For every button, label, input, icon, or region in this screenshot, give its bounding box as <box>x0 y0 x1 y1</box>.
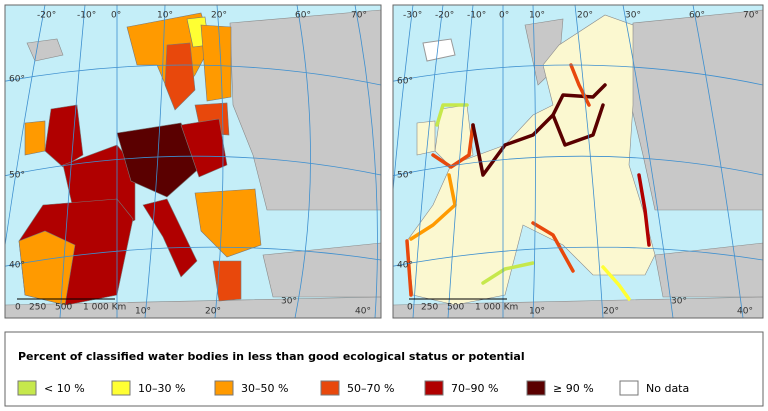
coast <box>551 83 607 117</box>
frame <box>392 4 764 319</box>
graticule-label: -10° <box>467 11 486 21</box>
graticule-label: 70° <box>351 11 367 21</box>
coast <box>431 123 475 169</box>
graticule-label: 20° <box>205 307 221 317</box>
scale-label: 1 000 Km <box>475 303 518 313</box>
graticule-label: 40° <box>737 307 753 317</box>
legend-label: 50–70 % <box>347 382 394 395</box>
legend-label: 10–30 % <box>138 382 185 395</box>
land-non-eu <box>5 296 381 318</box>
legend-label: No data <box>646 382 689 395</box>
coast <box>409 173 457 241</box>
coast <box>601 265 631 301</box>
graticule-label: 10° <box>157 11 173 21</box>
land-non-eu <box>393 296 764 318</box>
graticule-label: 60° <box>689 11 705 21</box>
legend-swatch <box>424 380 444 396</box>
scale-label: 0 <box>407 303 413 313</box>
scale-label: 1 000 Km <box>83 303 126 313</box>
region <box>18 230 76 306</box>
legend-label: < 10 % <box>44 382 85 395</box>
region <box>116 122 204 198</box>
legend-swatch <box>526 380 546 396</box>
scale-label: 500 <box>55 303 72 313</box>
graticule-label: 40° <box>355 307 371 317</box>
legend-swatch <box>214 380 234 396</box>
legend-swatch <box>111 380 131 396</box>
scale-label: 250 <box>29 303 46 313</box>
land-eu <box>416 120 436 156</box>
legend-swatch <box>17 380 37 396</box>
graticule-label: -10° <box>77 11 96 21</box>
graticule-label: 60° <box>295 11 311 21</box>
coast <box>531 221 575 273</box>
coast <box>405 239 413 297</box>
coast <box>569 63 591 107</box>
graticule-label: 60° <box>397 77 413 87</box>
region <box>142 198 198 278</box>
region <box>164 42 196 111</box>
graticule-label: 0° <box>111 11 121 21</box>
graticule-label: -20° <box>37 11 56 21</box>
graticule-label: 70° <box>743 11 759 21</box>
graticule-label: 50° <box>9 171 25 181</box>
coast <box>481 261 535 285</box>
graticule-label: -30° <box>403 11 422 21</box>
legend-label: 70–90 % <box>451 382 498 395</box>
region <box>200 24 232 102</box>
graticule-label: 30° <box>281 297 297 307</box>
scale-label: 500 <box>447 303 464 313</box>
scale-label: 0 <box>15 303 21 313</box>
land-no-data <box>422 38 456 62</box>
graticule-label: 10° <box>529 307 545 317</box>
graticule-label: 50° <box>397 171 413 181</box>
graticule-label: 40° <box>397 261 413 271</box>
graticule-label: -20° <box>435 11 454 21</box>
graticule-label: 10° <box>529 11 545 21</box>
coast <box>637 173 651 247</box>
region <box>194 188 262 258</box>
graticule <box>393 5 764 318</box>
graticule-label: 60° <box>9 75 25 85</box>
legend-label: ≥ 90 % <box>553 382 594 395</box>
coast <box>435 103 469 127</box>
graticule-label: 0° <box>499 11 509 21</box>
legend-swatch <box>619 380 639 396</box>
region <box>180 118 228 178</box>
graticule <box>5 5 381 318</box>
legend-label: 30–50 % <box>241 382 288 395</box>
legend: Percent of classified water bodies in le… <box>4 331 764 407</box>
frame <box>4 4 382 319</box>
region <box>212 260 242 302</box>
graticule-label: 30° <box>625 11 641 21</box>
graticule-label: 10° <box>135 307 151 317</box>
region <box>24 120 46 156</box>
land-non-eu <box>262 242 381 298</box>
land-non-eu <box>229 9 381 211</box>
graticule-label: 30° <box>671 297 687 307</box>
map-right: -30° -20° -10° 0° 10° 20° 30° 60° 70° 60… <box>392 4 764 319</box>
map-left: -20° -10° 0° 10° 20° 60° 70° 60° 50° 40°… <box>4 4 382 319</box>
legend-swatch <box>320 380 340 396</box>
legend-title: Percent of classified water bodies in le… <box>18 350 525 363</box>
graticule-label: 20° <box>603 307 619 317</box>
graticule-label: 40° <box>9 261 25 271</box>
graticule-label: 20° <box>577 11 593 21</box>
graticule-label: 20° <box>211 11 227 21</box>
scale-label: 250 <box>421 303 438 313</box>
land-non-eu <box>630 9 764 211</box>
